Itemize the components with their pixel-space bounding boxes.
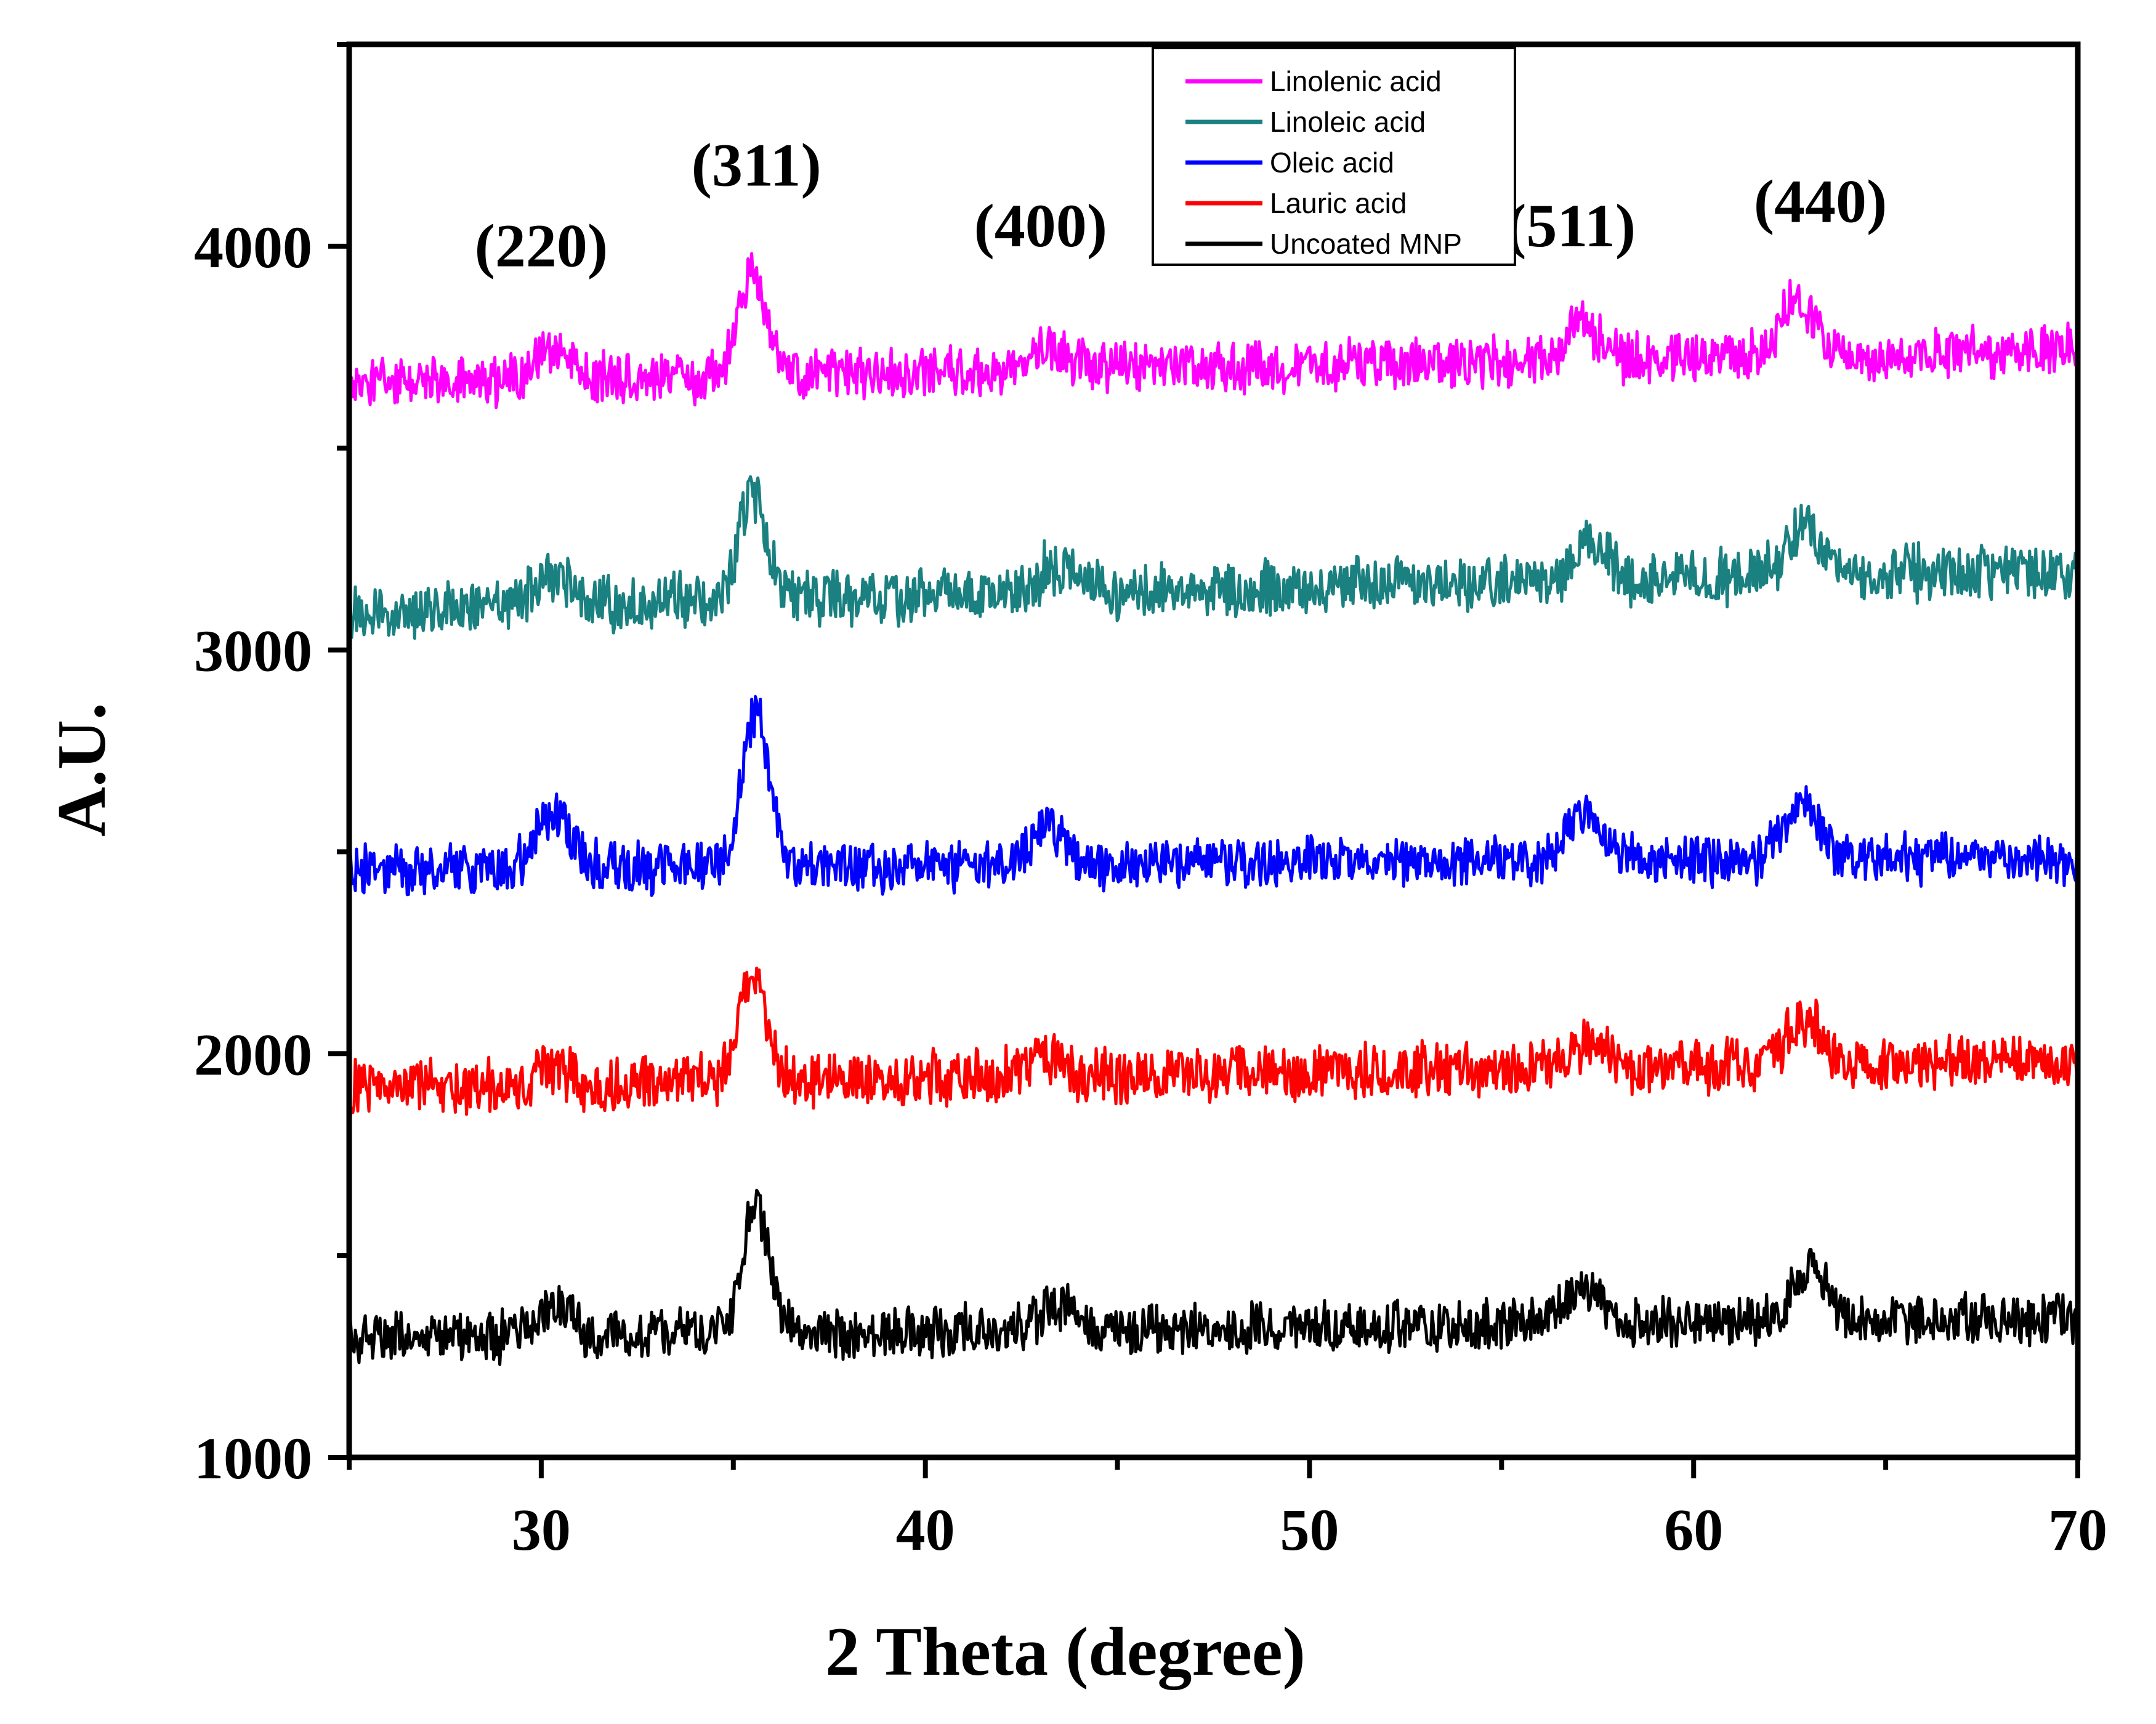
x-tick-label: 50 (1280, 1497, 1339, 1563)
legend-items: Linolenic acid Linoleic acid Oleic acid Lau… (1185, 65, 1462, 260)
x-axis-title: 2 Theta (degree) (825, 1614, 1306, 1690)
peak-label: (311) (692, 131, 822, 199)
tick-labels-layer: 30 40 50 60 70 1000 2000 3000 4000 (194, 214, 2107, 1563)
peak-label: (511) (1506, 191, 1636, 260)
peak-label: (400) (974, 191, 1107, 260)
legend-label: Lauric acid (1270, 187, 1407, 219)
series-line-0 (347, 252, 2080, 409)
series-line-2 (348, 695, 2080, 897)
plot-frame (346, 41, 2081, 1460)
y-tick-label: 1000 (194, 1425, 312, 1491)
legend-label: Oleic acid (1270, 147, 1394, 179)
series-line-3 (347, 966, 2080, 1118)
legend-label: Linolenic acid (1270, 65, 1442, 97)
x-tick-label: 60 (1664, 1497, 1723, 1563)
legend: Linolenic acid Linoleic acid Oleic acid Lau… (1152, 47, 1516, 266)
legend-box (1152, 47, 1516, 266)
peak-annotations-layer: (220) (311) (400) (511) (440) (475, 131, 1888, 280)
series-line-4 (347, 1188, 2080, 1366)
y-tick-label: 2000 (194, 1021, 312, 1087)
y-tick-label: 3000 (194, 618, 312, 684)
y-tick-label: 4000 (194, 214, 312, 280)
series-layer (347, 252, 2080, 1366)
peak-label: (220) (475, 212, 608, 280)
x-tick-label: 40 (896, 1497, 955, 1563)
x-tick-label: 70 (2048, 1497, 2107, 1563)
series-line-1 (347, 475, 2080, 640)
ticks-layer (328, 42, 2080, 1478)
x-tick-label: 30 (512, 1497, 571, 1563)
legend-label: Uncoated MNP (1270, 228, 1462, 260)
legend-label: Linoleic acid (1270, 106, 1426, 138)
peak-label: (440) (1754, 167, 1888, 236)
y-axis-title: A.U. (44, 703, 120, 837)
